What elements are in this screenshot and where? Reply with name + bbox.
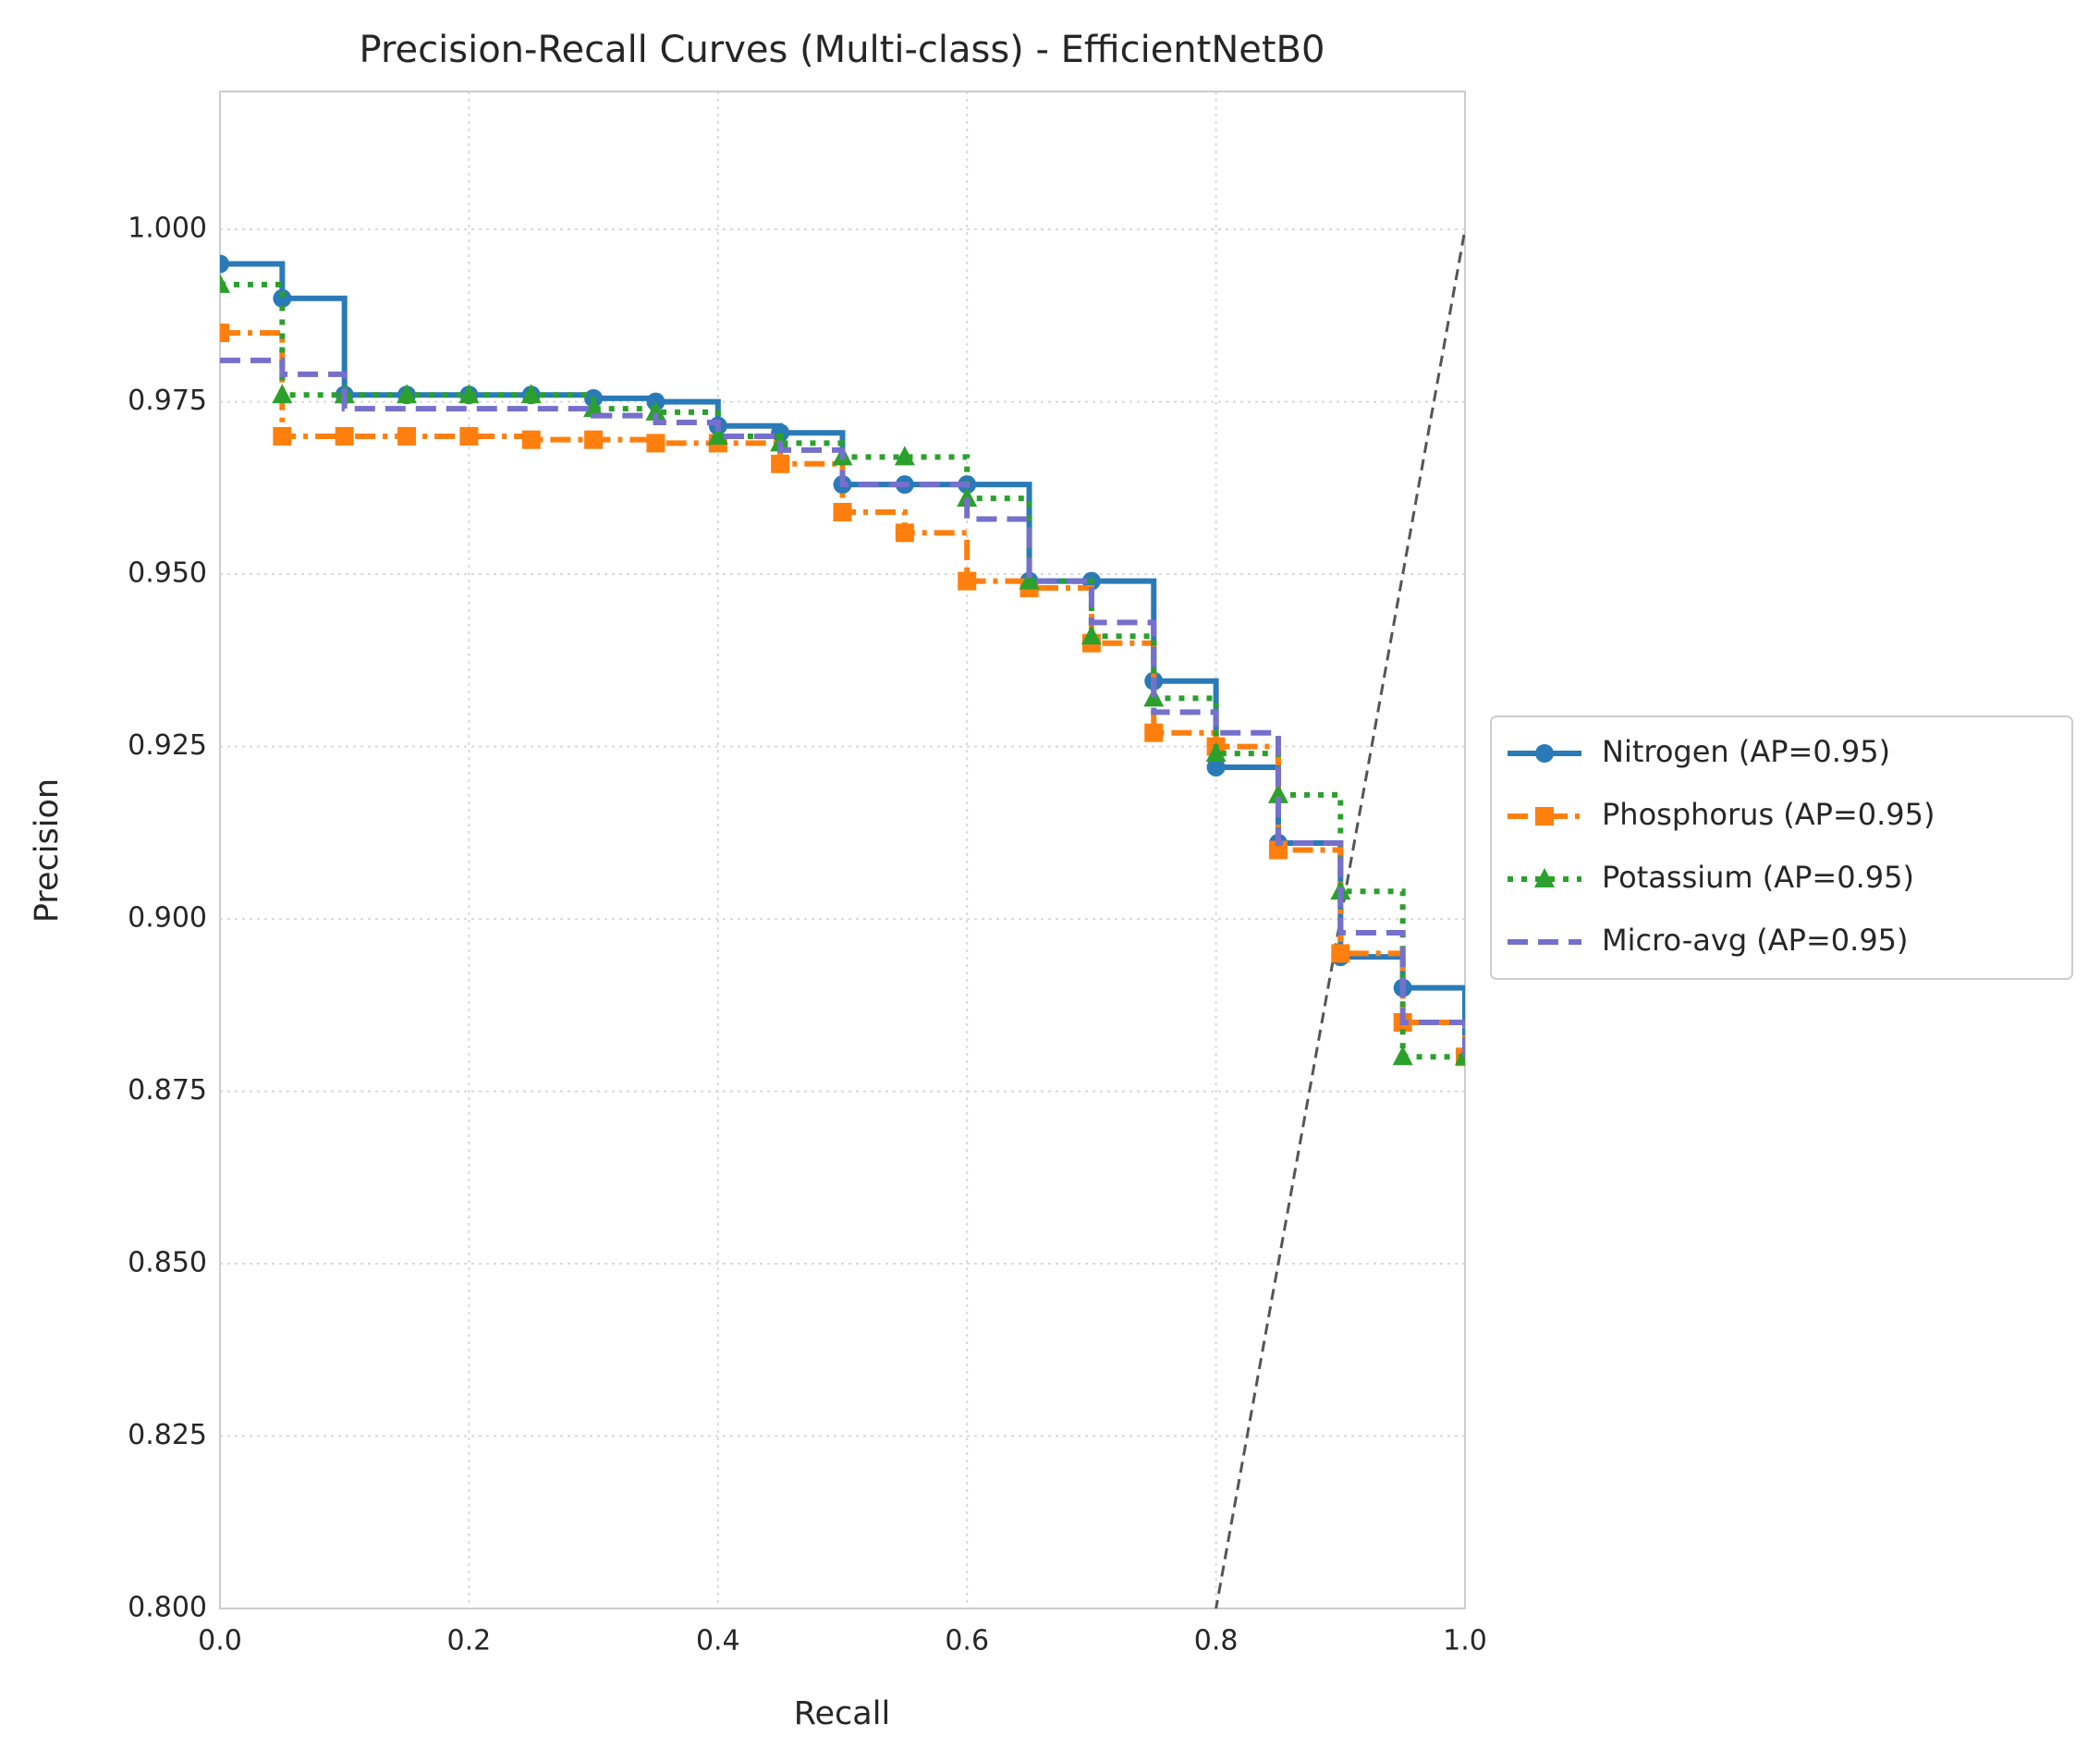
marker [584, 430, 604, 449]
reference-line [1215, 228, 1465, 1608]
marker [771, 454, 790, 473]
legend-label: Micro-avg (AP=0.95) [1602, 923, 1909, 958]
marker [521, 430, 541, 449]
marker [273, 288, 292, 308]
legend-label: Potassium (AP=0.95) [1602, 860, 1914, 895]
y-tick-label: 0.925 [128, 729, 207, 762]
marker [894, 446, 915, 466]
marker [1144, 723, 1164, 742]
y-tick-label: 0.900 [128, 902, 207, 935]
y-tick-label: 0.800 [128, 1592, 207, 1624]
plot-area [220, 228, 1465, 1608]
x-axis-label: Recall [794, 1695, 890, 1732]
marker [397, 384, 418, 404]
marker [1535, 807, 1554, 825]
legend-label: Nitrogen (AP=0.95) [1602, 734, 1890, 769]
marker [220, 324, 229, 343]
marker [1205, 742, 1227, 763]
marker [220, 273, 230, 293]
x-tick-label: 1.0 [1443, 1625, 1487, 1657]
marker [707, 424, 728, 445]
marker [335, 426, 354, 446]
marker [895, 523, 914, 543]
marker [646, 434, 665, 453]
y-axis-label: Precision [29, 778, 66, 923]
y-tick-label: 0.875 [128, 1074, 207, 1107]
x-tick-label: 0.0 [198, 1625, 242, 1657]
chart-title: Precision-Recall Curves (Multi-class) - … [360, 29, 1325, 71]
plot-frame [219, 91, 1466, 1609]
marker [957, 487, 978, 508]
x-tick-label: 0.2 [447, 1625, 492, 1657]
marker [1206, 757, 1226, 777]
marker [272, 384, 293, 404]
x-tick-label: 0.8 [1194, 1625, 1239, 1657]
legend-box [1490, 715, 2073, 980]
marker [645, 400, 666, 421]
marker [1268, 840, 1288, 860]
series-line [220, 330, 1465, 1058]
marker [1331, 944, 1350, 963]
marker [458, 384, 480, 404]
marker [1455, 1046, 1465, 1066]
marker [273, 426, 292, 446]
y-tick-label: 0.950 [128, 557, 207, 590]
marker [459, 426, 479, 446]
marker [1081, 625, 1102, 645]
marker [1534, 868, 1555, 887]
y-tick-label: 0.825 [128, 1419, 207, 1451]
y-tick-label: 0.975 [128, 385, 207, 417]
marker [520, 384, 542, 404]
marker [958, 571, 977, 591]
x-tick-label: 0.4 [696, 1625, 740, 1657]
marker [1535, 744, 1554, 763]
marker [1392, 1046, 1413, 1066]
y-tick-label: 1.000 [128, 213, 207, 245]
marker [833, 503, 852, 522]
x-tick-label: 0.6 [945, 1625, 989, 1657]
series-line [220, 357, 1465, 1058]
marker [583, 397, 604, 418]
legend-label: Phosphorus (AP=0.95) [1602, 797, 1935, 832]
marker [1019, 569, 1040, 590]
marker [1267, 783, 1288, 803]
y-tick-label: 0.850 [128, 1247, 207, 1279]
marker [397, 426, 417, 446]
series-line [220, 261, 1465, 1058]
marker [220, 254, 229, 274]
